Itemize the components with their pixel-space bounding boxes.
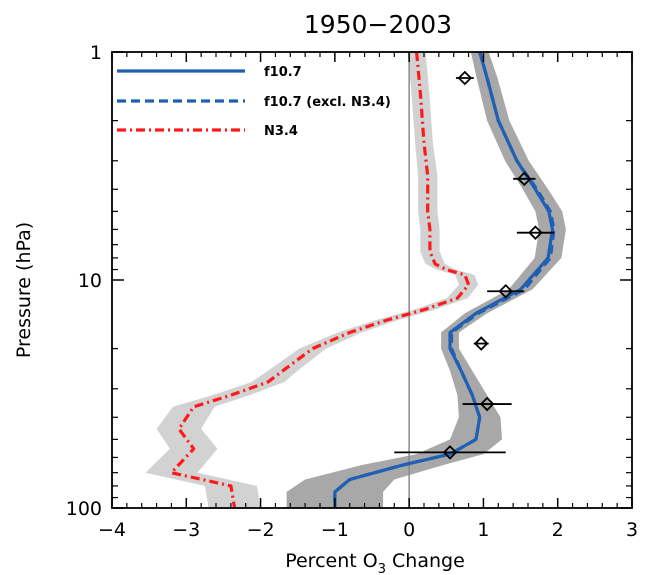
plot-area bbox=[145, 52, 566, 508]
y-tick-label: 1 bbox=[90, 42, 102, 64]
x-tick-label: 1 bbox=[477, 519, 489, 541]
error-marker-0 bbox=[457, 70, 473, 86]
x-axis-title-subscript: 3 bbox=[378, 562, 386, 575]
x-tick-label: −4 bbox=[98, 519, 126, 541]
legend-label-2: N3.4 bbox=[264, 124, 298, 139]
error-marker-4 bbox=[473, 336, 489, 351]
x-axis-title-suffix: Change bbox=[386, 550, 465, 572]
error-marker-2 bbox=[528, 225, 543, 240]
x-axis-title-prefix: Percent O bbox=[285, 550, 378, 572]
x-axis-title: Percent O3 Change bbox=[285, 550, 465, 575]
error-marker-3 bbox=[498, 283, 513, 299]
y-tick-label: 100 bbox=[66, 498, 102, 520]
legend-label-1: f10.7 (excl. N3.4) bbox=[264, 95, 391, 110]
y-axis-title: Pressure (hPa) bbox=[13, 222, 35, 358]
error-marker-6 bbox=[442, 445, 458, 460]
series-envelope-2 bbox=[145, 52, 479, 508]
chart-title: 1950−2003 bbox=[304, 10, 452, 39]
x-tick-label: 3 bbox=[626, 519, 638, 541]
x-tick-label: 0 bbox=[403, 519, 415, 541]
x-tick-label: −1 bbox=[321, 519, 349, 541]
error-marker-1 bbox=[517, 171, 532, 187]
x-tick-label: −2 bbox=[247, 519, 275, 541]
legend: f10.7 f10.7 (excl. N3.4) N3.4 bbox=[117, 65, 391, 139]
error-marker-5 bbox=[479, 396, 495, 412]
series-line-2 bbox=[169, 52, 471, 508]
legend-label-0: f10.7 bbox=[264, 65, 302, 80]
plot-clipped bbox=[145, 52, 566, 508]
x-tick-label: −3 bbox=[172, 519, 200, 541]
series-line-1 bbox=[333, 52, 556, 508]
y-tick-label: 10 bbox=[78, 270, 102, 292]
x-tick-label: 2 bbox=[552, 519, 564, 541]
axes: −4 −3 −2 −1 0 1 2 3 1 10 100 bbox=[66, 42, 638, 541]
